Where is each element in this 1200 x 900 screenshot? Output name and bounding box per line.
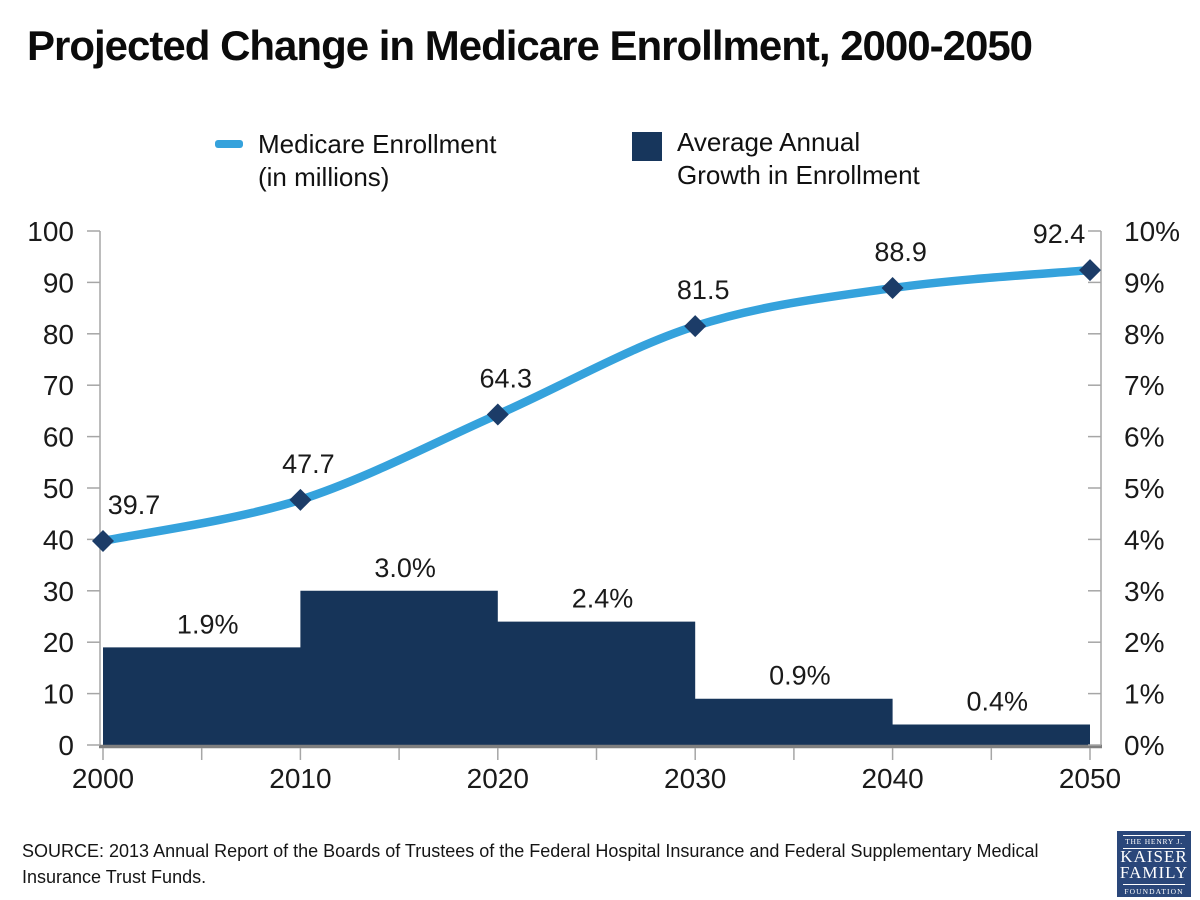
- right-axis-tick-label: 1%: [1124, 679, 1164, 710]
- left-axis-tick-label: 0: [58, 730, 74, 761]
- left-axis-tick-label: 30: [43, 576, 74, 607]
- logo-tagline: THE HENRY J.: [1125, 837, 1183, 846]
- line-marker-diamond-icon: [684, 315, 707, 338]
- x-axis-tick-label: 2040: [861, 763, 923, 794]
- line-data-label: 64.3: [480, 363, 533, 393]
- x-axis-tick-label: 2050: [1059, 763, 1121, 794]
- bar-data-label: 2.4%: [572, 584, 634, 614]
- right-axis-tick-label: 2%: [1124, 627, 1164, 658]
- right-axis-tick-label: 6%: [1124, 422, 1164, 453]
- enrollment-line: [98, 265, 1095, 546]
- kff-logo: THE HENRY J. KAISER FAMILY FOUNDATION: [1117, 831, 1191, 897]
- left-axis-tick-label: 20: [43, 627, 74, 658]
- right-axis-tick-label: 3%: [1124, 576, 1164, 607]
- left-axis-tick-label: 50: [43, 473, 74, 504]
- x-axis-tick-label: 2020: [467, 763, 529, 794]
- legend-label-line1: Medicare Enrollment: [258, 129, 497, 159]
- left-axis-tick-label: 40: [43, 524, 74, 555]
- source-line1: SOURCE: 2013 Annual Report of the Boards…: [22, 841, 1039, 861]
- left-axis-tick-label: 80: [43, 319, 74, 350]
- left-axis-tick-label: 70: [43, 370, 74, 401]
- left-axis-tick-label: 60: [43, 422, 74, 453]
- left-axis-tick-label: 10: [43, 679, 74, 710]
- right-axis-tick-label: 0%: [1124, 730, 1164, 761]
- bar-data-label: 0.9%: [769, 661, 831, 691]
- chart-title: Projected Change in Medicare Enrollment,…: [27, 22, 1033, 69]
- legend-label-growth: Average Annual Growth in Enrollment: [677, 126, 920, 192]
- logo-rule: [1123, 848, 1185, 849]
- line-data-label: 88.9: [874, 237, 927, 267]
- x-axis-tick-label: 2000: [72, 763, 134, 794]
- bar-data-label: 1.9%: [177, 609, 239, 639]
- line-marker-diamond-icon: [486, 403, 509, 426]
- right-axis-tick-label: 5%: [1124, 473, 1164, 504]
- line-marker-diamond-icon: [881, 277, 904, 300]
- growth-step-bars: [103, 590, 1090, 745]
- bar-data-label: 3.0%: [374, 553, 436, 583]
- bar-data-label: 0.4%: [967, 686, 1029, 716]
- logo-rule: [1123, 884, 1185, 885]
- source-line2: Insurance Trust Funds.: [22, 867, 207, 887]
- legend-item-growth: Average Annual Growth in Enrollment: [632, 126, 920, 192]
- legend-label-line2: Growth in Enrollment: [677, 160, 920, 190]
- logo-rule: [1123, 835, 1185, 836]
- square-swatch-icon: [632, 132, 662, 161]
- right-axis-tick-label: 8%: [1124, 319, 1164, 350]
- source-note: SOURCE: 2013 Annual Report of the Boards…: [22, 838, 1102, 890]
- right-axis-tick-label: 10%: [1124, 216, 1180, 247]
- legend-item-enrollment: Medicare Enrollment (in millions): [215, 128, 496, 194]
- line-data-label: 47.7: [282, 449, 335, 479]
- line-data-label: 81.5: [677, 275, 730, 305]
- left-axis-tick-label: 90: [43, 267, 74, 298]
- line-marker-diamond-icon: [1079, 259, 1101, 282]
- legend-label-line1: Average Annual: [677, 127, 861, 157]
- legend: Medicare Enrollment (in millions) Averag…: [0, 124, 1200, 204]
- legend-label-line2: (in millions): [258, 162, 390, 192]
- line-data-label: 92.4: [1033, 219, 1086, 249]
- logo-name-family: FAMILY: [1119, 863, 1189, 882]
- right-axis-tick-label: 7%: [1124, 370, 1164, 401]
- right-axis-tick-label: 9%: [1124, 267, 1164, 298]
- logo-name-kaiser: KAISER: [1120, 847, 1188, 866]
- x-axis-tick-label: 2030: [664, 763, 726, 794]
- right-axis-tick-label: 4%: [1124, 524, 1164, 555]
- line-data-label: 39.7: [108, 490, 161, 520]
- logo-foundation: FOUNDATION: [1124, 887, 1184, 896]
- line-marker-diamond-icon: [289, 488, 312, 511]
- line-swatch-icon: [215, 140, 243, 148]
- line-marker-diamond-icon: [92, 529, 114, 552]
- legend-label-enrollment: Medicare Enrollment (in millions): [258, 128, 496, 194]
- left-axis-tick-label: 100: [27, 216, 74, 247]
- x-axis-tick-label: 2010: [269, 763, 331, 794]
